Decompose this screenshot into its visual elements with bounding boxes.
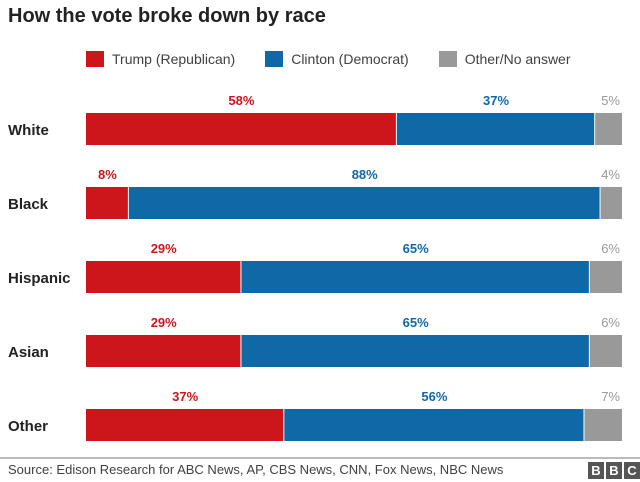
bar-segment — [584, 409, 622, 441]
data-label: 65% — [403, 315, 429, 330]
bar-segment — [86, 261, 241, 293]
bbc-logo-letter: B — [606, 462, 622, 479]
footer-divider — [0, 457, 640, 459]
bar-segment — [396, 113, 595, 145]
data-label: 37% — [483, 93, 509, 108]
bar-segment — [241, 261, 589, 293]
data-label: 56% — [421, 389, 447, 404]
bar-segment — [284, 409, 584, 441]
category-label: Other — [8, 418, 48, 435]
bar-segment — [86, 187, 128, 219]
bar-segment — [128, 187, 600, 219]
data-label: 29% — [151, 315, 177, 330]
chart-title: How the vote broke down by race — [8, 5, 326, 27]
data-label: 7% — [601, 389, 620, 404]
legend-swatch-trump — [86, 51, 104, 67]
category-label: Hispanic — [8, 270, 71, 287]
data-label: 29% — [151, 241, 177, 256]
bar-segment — [589, 261, 622, 293]
category-label: Black — [8, 196, 49, 213]
bbc-logo-letter: C — [624, 462, 640, 479]
bar-segment — [595, 113, 622, 145]
source-note: Source: Edison Research for ABC News, AP… — [8, 462, 504, 477]
bar-segment — [600, 187, 622, 219]
legend-label-other: Other/No answer — [464, 51, 571, 67]
bbc-logo: B B C — [588, 462, 640, 479]
data-label: 88% — [352, 167, 378, 182]
bar-segment — [86, 335, 241, 367]
data-label: 5% — [601, 93, 620, 108]
category-label: Asian — [8, 344, 49, 361]
legend-item-trump: Trump (Republican) — [86, 51, 235, 67]
data-label: 8% — [98, 167, 117, 182]
legend: Trump (Republican) Clinton (Democrat) Ot… — [86, 51, 601, 67]
data-label: 37% — [172, 389, 198, 404]
legend-label-clinton: Clinton (Democrat) — [291, 51, 409, 67]
bar-segment — [589, 335, 622, 367]
bbc-logo-letter: B — [588, 462, 604, 479]
data-label: 6% — [601, 315, 620, 330]
data-label: 65% — [403, 241, 429, 256]
chart-plot: White 58% 37% 5% Black 8% 88% 4% Hispanic 29% 65% 6… — [8, 93, 622, 441]
legend-item-clinton: Clinton (Democrat) — [265, 51, 409, 67]
data-label: 4% — [601, 167, 620, 182]
legend-swatch-other — [438, 51, 457, 67]
category-label: White — [8, 122, 49, 139]
bar-segment — [86, 409, 284, 441]
bar-segment — [86, 113, 396, 145]
data-label: 6% — [601, 241, 620, 256]
legend-item-other: Other/No answer — [438, 51, 571, 67]
legend-swatch-clinton — [265, 51, 284, 67]
bar-segment — [241, 335, 589, 367]
legend-label-trump: Trump (Republican) — [112, 51, 236, 67]
data-label: 58% — [228, 93, 254, 108]
